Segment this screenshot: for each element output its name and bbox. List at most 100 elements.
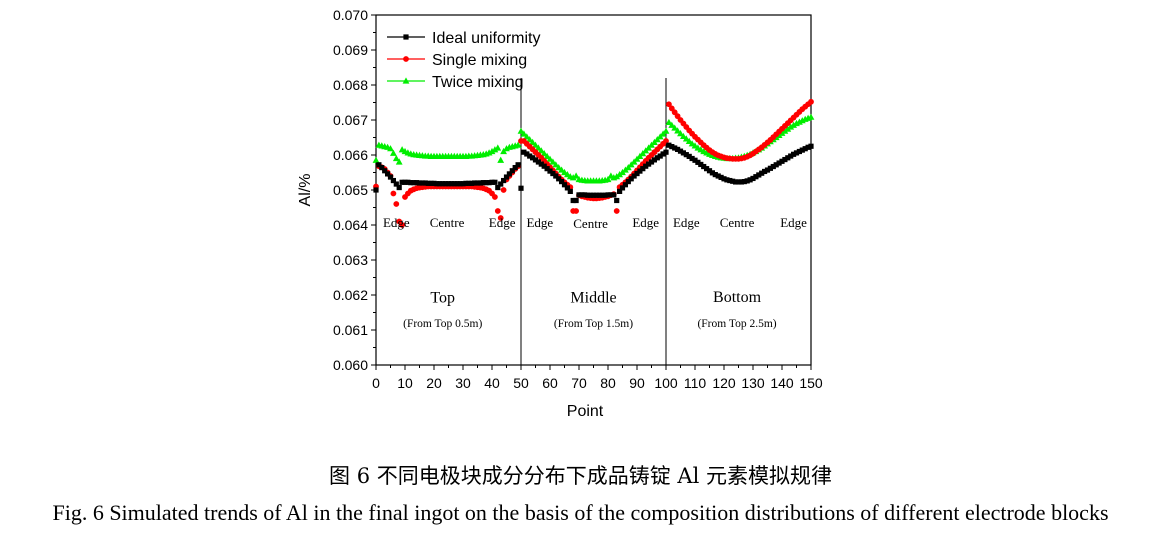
point-ideal-uniformity	[550, 170, 556, 177]
legend-marker	[403, 56, 409, 62]
point-twice-mixing	[526, 136, 534, 143]
point-ideal-uniformity	[605, 192, 611, 198]
x-axis: 0 10 20 30 40 50 60 70 80 90 100 110 120 130 140 150	[372, 365, 823, 391]
point-twice-mixing	[674, 127, 681, 134]
point-ideal-uniformity	[802, 146, 808, 152]
point-single-mixing	[663, 138, 669, 144]
x-tick-label: 100	[654, 375, 678, 391]
point-twice-mixing	[537, 147, 545, 154]
point-ideal-uniformity	[750, 175, 756, 182]
point-ideal-uniformity	[643, 163, 649, 169]
annotation--from-top-2-5m-: (From Top 2.5m)	[697, 318, 776, 330]
y-tick-label: 0.060	[333, 357, 368, 373]
point-ideal-uniformity	[695, 159, 701, 165]
point-ideal-uniformity	[602, 192, 608, 198]
point-ideal-uniformity	[622, 182, 628, 188]
point-twice-mixing	[616, 171, 623, 178]
point-twice-mixing	[395, 158, 403, 165]
point-ideal-uniformity	[738, 179, 744, 185]
point-twice-mixing	[677, 130, 684, 137]
point-twice-mixing	[665, 118, 673, 126]
point-ideal-uniformity	[730, 178, 736, 184]
point-ideal-uniformity	[393, 181, 399, 187]
point-twice-mixing	[390, 149, 397, 156]
point-ideal-uniformity	[469, 180, 475, 186]
caption-english: Fig. 6 Simulated trends of Al in the fin…	[52, 500, 1109, 525]
x-tick-label: 90	[629, 375, 645, 391]
point-ideal-uniformity	[376, 162, 382, 168]
point-ideal-uniformity	[576, 192, 582, 198]
point-twice-mixing	[807, 113, 815, 120]
point-ideal-uniformity	[808, 143, 814, 149]
point-ideal-uniformity	[675, 146, 681, 152]
point-ideal-uniformity	[599, 192, 605, 198]
point-ideal-uniformity	[524, 151, 530, 157]
point-ideal-uniformity	[657, 153, 663, 159]
series-single-mixing	[373, 98, 814, 228]
point-ideal-uniformity	[753, 174, 759, 180]
point-twice-mixing	[488, 147, 496, 155]
point-ideal-uniformity	[373, 187, 379, 193]
point-ideal-uniformity	[669, 144, 675, 150]
y-tick-label: 0.063	[333, 252, 368, 268]
point-ideal-uniformity	[495, 184, 501, 191]
point-ideal-uniformity	[518, 185, 524, 191]
y-tick-label: 0.067	[333, 112, 368, 128]
point-ideal-uniformity	[692, 157, 698, 163]
point-ideal-uniformity	[788, 153, 794, 159]
point-ideal-uniformity	[483, 180, 489, 186]
point-ideal-uniformity	[582, 192, 588, 198]
point-ideal-uniformity	[651, 157, 657, 163]
point-twice-mixing	[668, 121, 676, 128]
legend-item-twice-mixing: Twice mixing	[387, 74, 524, 91]
point-ideal-uniformity	[564, 185, 570, 191]
point-ideal-uniformity	[489, 179, 495, 185]
point-ideal-uniformity	[463, 180, 469, 186]
point-twice-mixing	[517, 127, 525, 134]
point-ideal-uniformity	[547, 168, 553, 174]
annotations: Edge Centre Edge Edge Centre Edge Edge Centre Ed…	[383, 215, 807, 330]
annotation-middle: Middle	[570, 290, 616, 307]
point-ideal-uniformity	[805, 144, 811, 150]
point-ideal-uniformity	[759, 170, 765, 176]
point-single-mixing	[393, 201, 400, 207]
point-twice-mixing	[543, 152, 551, 159]
point-ideal-uniformity	[593, 192, 599, 198]
point-ideal-uniformity	[538, 161, 544, 167]
point-ideal-uniformity	[506, 171, 512, 177]
point-single-mixing	[390, 190, 397, 197]
series-ideal-uniformity	[373, 142, 814, 204]
point-twice-mixing	[523, 133, 531, 140]
y-tick-label: 0.064	[333, 217, 368, 233]
point-ideal-uniformity	[611, 192, 617, 198]
annotation-edge: Edge	[383, 215, 410, 230]
annotation-edge: Edge	[489, 215, 516, 230]
point-ideal-uniformity	[631, 173, 637, 179]
point-ideal-uniformity	[704, 166, 710, 172]
point-ideal-uniformity	[596, 192, 602, 198]
point-single-mixing	[808, 98, 814, 105]
point-ideal-uniformity	[776, 160, 782, 166]
point-ideal-uniformity	[791, 151, 797, 157]
point-ideal-uniformity	[724, 177, 730, 183]
point-ideal-uniformity	[727, 177, 733, 184]
point-ideal-uniformity	[799, 147, 805, 153]
point-ideal-uniformity	[405, 179, 411, 185]
point-ideal-uniformity	[472, 180, 478, 186]
point-ideal-uniformity	[773, 162, 779, 168]
caption-chinese: 图 6 不同电极块成分分布下成品铸锭 Al 元素模拟规律	[329, 464, 832, 488]
point-ideal-uniformity	[762, 168, 768, 175]
point-twice-mixing	[494, 144, 502, 151]
point-twice-mixing	[784, 125, 792, 132]
annotation--from-top-1-5m-: (From Top 1.5m)	[554, 318, 633, 330]
x-tick-label: 10	[397, 375, 413, 391]
point-twice-mixing	[520, 130, 528, 137]
point-ideal-uniformity	[796, 148, 802, 155]
point-ideal-uniformity	[561, 182, 568, 188]
point-ideal-uniformity	[706, 168, 713, 174]
point-ideal-uniformity	[408, 180, 414, 186]
point-ideal-uniformity	[434, 181, 440, 187]
point-ideal-uniformity	[683, 152, 689, 158]
point-ideal-uniformity	[535, 159, 541, 165]
point-ideal-uniformity	[608, 192, 614, 198]
